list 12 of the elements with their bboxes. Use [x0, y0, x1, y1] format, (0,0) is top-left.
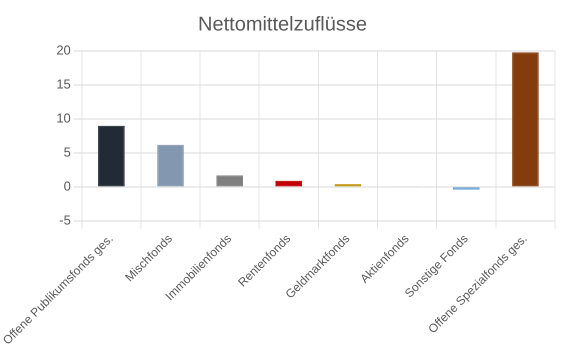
y-tick-label: 0: [64, 178, 71, 194]
bar: [157, 144, 184, 186]
bar: [216, 175, 243, 186]
chart-title: Nettomittelzuflüsse: [198, 14, 367, 36]
y-tick-label: 5: [64, 144, 71, 160]
y-tick-label: 15: [56, 76, 71, 92]
y-tick-label: 10: [56, 110, 71, 126]
bar: [98, 126, 125, 186]
y-tick-label: 20: [56, 42, 71, 58]
bar: [512, 52, 539, 186]
y-tick-label: -5: [59, 212, 71, 228]
bar: [276, 180, 302, 186]
